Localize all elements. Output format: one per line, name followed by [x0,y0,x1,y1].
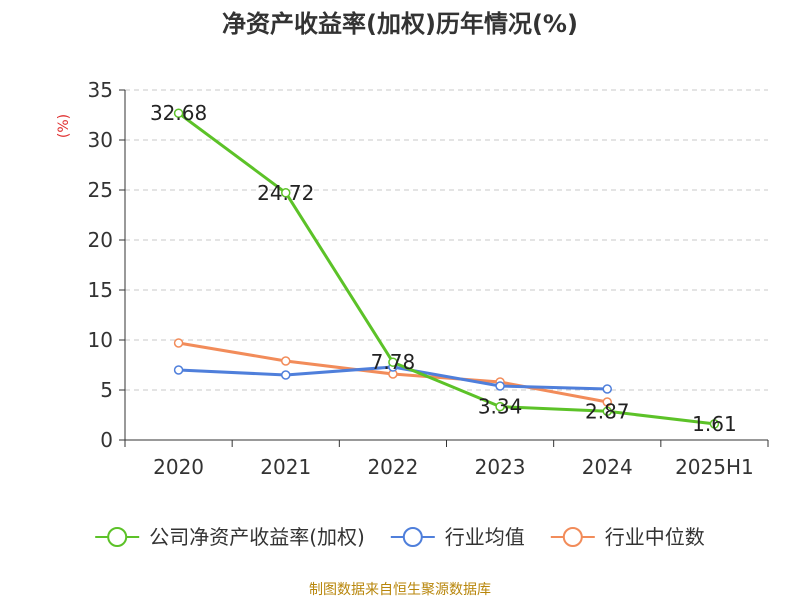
x-tick-label: 2024 [582,455,633,479]
data-point [602,397,612,407]
data-point [173,338,184,348]
y-tick-label: 25 [88,178,113,202]
data-label: 32.68 [150,101,207,125]
data-point [495,401,505,412]
data-label: 7.78 [371,350,416,374]
data-point [709,419,720,429]
data-point [281,188,291,198]
axes: 0 5 10 15 20 25 30 35 2020 2021 2022 2023 2024 2025H1 [88,78,769,479]
y-tick-label: 5 [100,378,113,402]
legend: 公司净资产收益率(加权) 行业均值 行业中位数 [95,525,705,549]
y-tick-label: 20 [88,228,113,252]
data-label: 3.34 [478,395,523,419]
legend-label: 行业中位数 [605,525,705,549]
data-point [281,370,291,380]
data-point [602,384,612,394]
legend-swatch-marker [107,527,128,547]
x-tick-label: 2025H1 [675,455,754,479]
data-label: 1.61 [692,412,737,436]
data-point [173,365,184,375]
data-point [495,381,505,391]
legend-swatch-marker [402,527,423,547]
y-tick-label: 35 [88,78,113,102]
legend-item[interactable]: 公司净资产收益率(加权) [95,525,365,549]
data-label: 2.87 [585,399,630,423]
x-tick-label: 2022 [367,455,418,479]
chart-title: 净资产收益率(加权)历年情况(%) [222,10,578,38]
legend-label: 行业均值 [445,525,525,549]
x-tick-label: 2023 [475,455,526,479]
legend-swatch-marker [562,527,583,547]
grid-lines [125,89,768,391]
data-label: 24.72 [257,181,314,205]
data-labels: 32.68 24.72 7.78 3.34 2.87 1.61 [150,101,737,436]
x-tick-label: 2021 [260,455,311,479]
data-point [602,406,612,417]
y-tick-label: 15 [88,278,113,302]
data-point [388,357,398,367]
data-point [173,108,184,118]
series-line [177,111,715,426]
legend-item[interactable]: 行业均值 [390,525,525,549]
data-point [281,356,291,366]
legend-label: 公司净资产收益率(加权) [149,525,365,549]
y-axis-label: (%) [56,114,72,138]
source-note: 制图数据来自恒生聚源数据库 [309,582,491,598]
series-lines [173,108,720,429]
y-tick-label: 10 [88,328,113,352]
y-tick-label: 30 [88,128,113,152]
y-tick-label: 0 [100,428,113,452]
x-tick-label: 2020 [153,455,204,479]
legend-item[interactable]: 行业中位数 [550,525,705,549]
